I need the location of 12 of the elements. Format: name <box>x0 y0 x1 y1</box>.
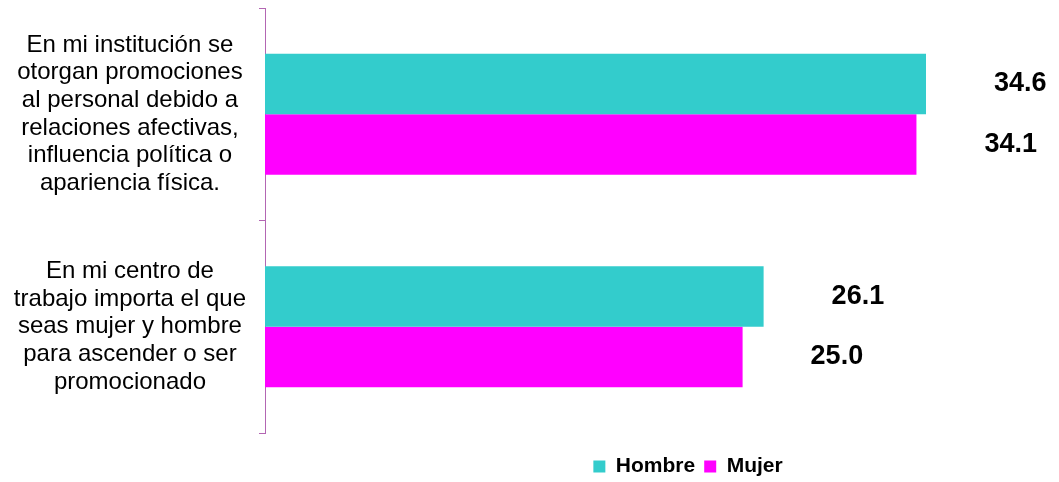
legend-label: Mujer <box>726 453 783 477</box>
data-label: 26.1 <box>831 279 885 310</box>
data-label: 34.6 <box>994 67 1047 98</box>
y-tick-label: En mi centro de trabajo importa el que seas mujer y hombre para ascender o ser promocionado <box>13 256 246 394</box>
bar <box>265 114 917 175</box>
data-label: 34.1 <box>984 127 1038 158</box>
bar <box>265 266 764 327</box>
y-tick-label: En mi institución se otorgan promociones al personal debido a relaciones afectivas, influencia política o apariencia física. <box>17 29 243 195</box>
legend-label: Hombre <box>615 453 696 477</box>
data-label: 25.0 <box>810 340 864 371</box>
bar <box>265 326 743 388</box>
bar <box>265 53 926 115</box>
